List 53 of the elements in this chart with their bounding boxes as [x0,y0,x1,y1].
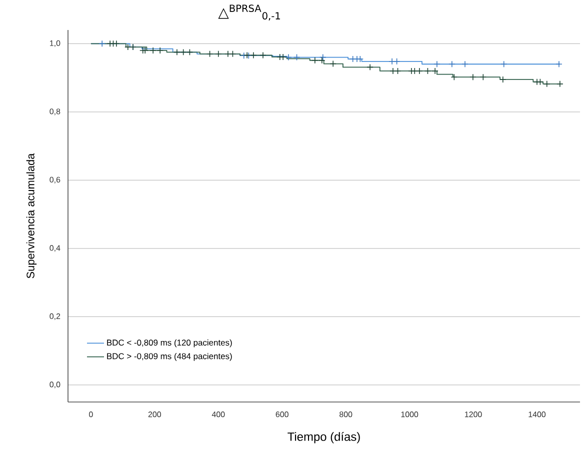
point [250,52,257,59]
point [500,76,506,83]
point [470,74,476,80]
point [393,58,400,65]
point [500,60,508,68]
point [480,74,487,80]
legend-label: BDC > -0,809 ms (484 pacientes) [107,352,232,361]
y-axis-title: Supervivencia acumulada [26,153,37,278]
point [556,80,564,88]
point [390,68,396,74]
point [293,54,300,61]
legend-label: BDC < -0,809 ms (120 pacientes) [107,339,232,348]
point [214,50,222,58]
point [260,52,266,59]
point [366,64,374,71]
point [536,78,544,86]
point [388,58,396,65]
point [543,80,550,88]
point [416,68,423,74]
point [150,47,156,54]
point [186,48,194,56]
point [139,47,146,54]
point [224,50,232,58]
point [276,54,284,60]
point [450,74,458,80]
point [318,56,326,64]
point [229,50,236,58]
point [424,68,432,74]
point [411,68,418,74]
point [156,47,164,54]
point [124,44,132,50]
point [462,60,468,68]
point [432,68,438,74]
point [180,48,187,56]
point [434,60,440,68]
point [448,60,456,68]
point [98,40,106,48]
point [106,40,114,48]
point [312,56,318,64]
point [174,48,180,56]
point [394,68,402,74]
point [206,50,214,58]
point [280,54,286,60]
point [142,47,148,54]
point [330,60,336,68]
point [408,68,415,74]
chart-title: △$^{BPRSA}$0,-1 [218,4,280,21]
x-axis-title: Tiempo (días) [288,432,360,444]
point [285,54,292,61]
point [320,54,326,61]
point [556,60,562,68]
point [113,40,120,48]
point [534,78,540,86]
